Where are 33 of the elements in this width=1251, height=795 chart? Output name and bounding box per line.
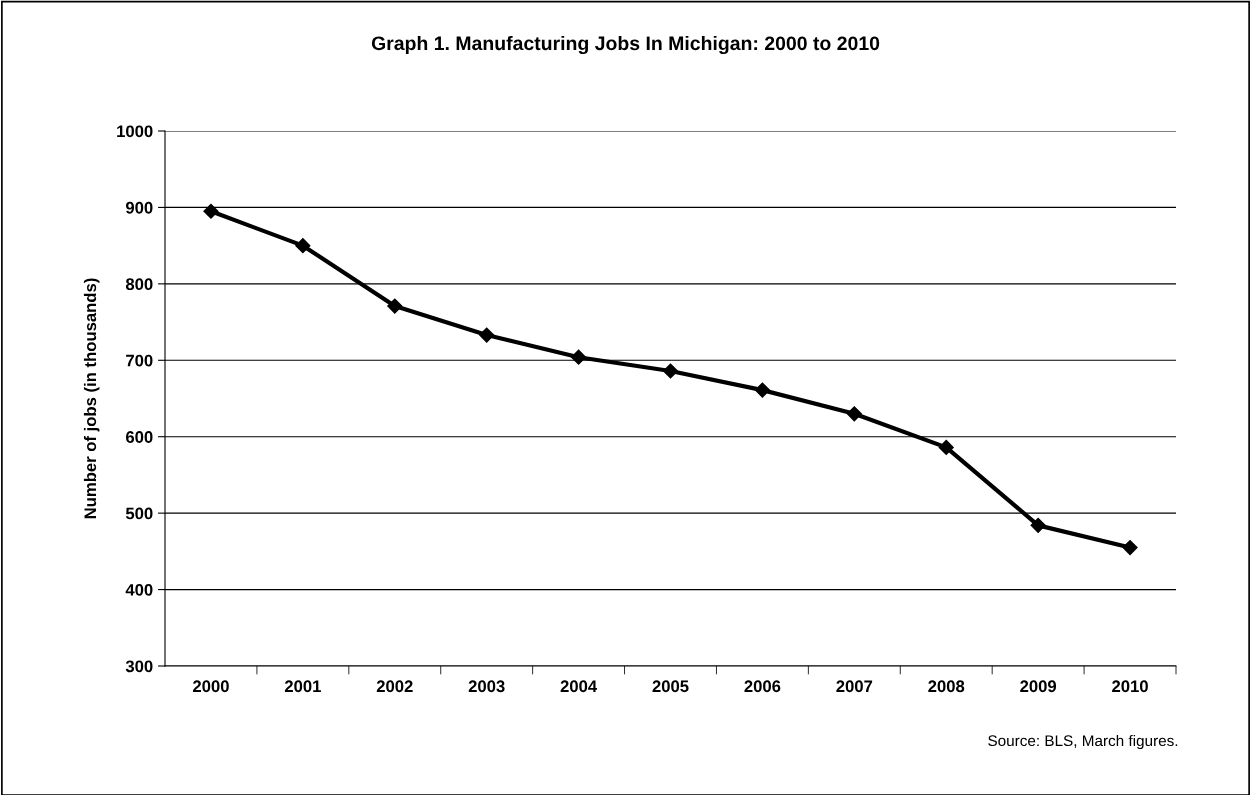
x-tick-label: 2004 <box>560 680 598 693</box>
x-tick-label: 2009 <box>1020 680 1057 693</box>
point <box>571 349 587 365</box>
y-tick-label: 700 <box>126 354 153 367</box>
y-axis-title: Number of jobs (in thousands) <box>83 278 100 519</box>
y-tick-label: 800 <box>125 278 153 291</box>
y-tick-label: 300 <box>125 660 153 673</box>
x-tick-label: 2008 <box>928 680 965 693</box>
point <box>387 298 403 314</box>
x-tick-label: 2003 <box>468 680 505 693</box>
point <box>1030 517 1046 533</box>
y-tick-label: 900 <box>125 201 153 214</box>
y-tick-label: 400 <box>125 583 153 596</box>
point <box>938 439 954 455</box>
point <box>754 382 770 398</box>
chart-title: Graph 1. Manufacturing Jobs In Michigan: 2000 to 2010 <box>371 35 880 55</box>
point <box>662 363 679 379</box>
point <box>846 406 862 422</box>
y-tick-label: 1000 <box>117 125 153 138</box>
point <box>479 327 495 343</box>
y-tick-label: 500 <box>125 507 153 520</box>
point <box>295 238 311 254</box>
x-tick-label: 2002 <box>376 680 413 693</box>
y-tick-label: 600 <box>126 431 153 443</box>
x-tick-label: 2006 <box>744 680 781 693</box>
x-tick-label: 2000 <box>193 680 229 693</box>
x-tick-label: 2007 <box>836 680 873 693</box>
point <box>203 203 219 219</box>
x-tick-label: 2001 <box>284 680 321 693</box>
source-note: Source: BLS, March figures. <box>988 734 1178 750</box>
point <box>1122 539 1138 556</box>
x-tick-label: 2005 <box>652 680 689 693</box>
x-tick-label: 2010 <box>1112 680 1148 693</box>
